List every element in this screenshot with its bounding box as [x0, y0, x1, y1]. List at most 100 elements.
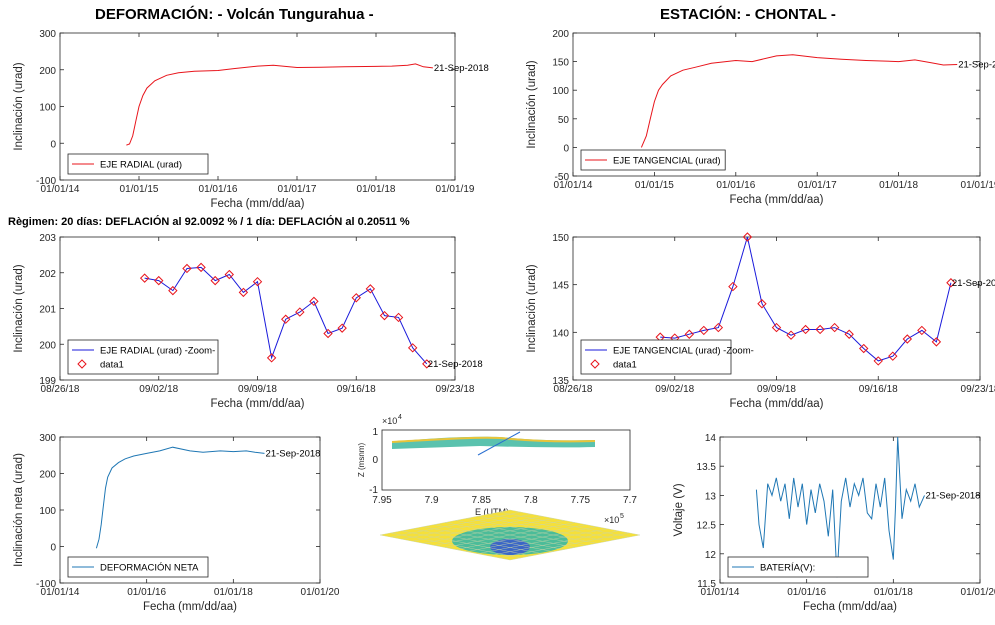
e-tick-label: 7.8: [524, 495, 538, 506]
x-tick-label: 01/01/15: [635, 180, 674, 191]
exponent-right-power: 5: [620, 513, 624, 520]
data-point: [281, 314, 291, 324]
exponent-right: ×10: [604, 515, 619, 525]
z-tick-label: -1: [369, 485, 378, 496]
chart-tangencial-full: 01/01/14 01/01/15 01/01/16 01/01/17 01/01/18…: [526, 29, 995, 206]
data-point: [699, 325, 709, 336]
legend-box: [580, 339, 732, 375]
mesh-line: [499, 511, 630, 538]
chart-bateria: 01/01/14 01/01/16 01/01/18 01/01/20 11.5 12 12…: [673, 433, 995, 613]
data-point: [266, 353, 277, 363]
y-tick-label: 150: [552, 58, 569, 69]
data-point: [742, 232, 753, 242]
x-tick-label: 01/01/16: [199, 184, 238, 195]
legend-box: [67, 556, 209, 578]
x-tick-label: 09/23/18: [961, 384, 995, 395]
data-point: [139, 273, 150, 283]
data-point: [351, 293, 361, 303]
end-date-annotation: 21-Sep-2018: [952, 278, 995, 289]
data-point: [931, 337, 942, 347]
y-tick-label: 12.5: [697, 521, 717, 532]
y-tick-label: -100: [36, 176, 56, 187]
end-date-annotation: 21-Sep-2018: [266, 448, 321, 459]
y-tick-label: 100: [552, 86, 569, 97]
y-tick-label: 12: [705, 550, 717, 561]
y-axis-label: Inclinación (urad): [13, 62, 25, 150]
chart-deformacion-neta: 01/01/14 01/01/16 01/01/18 01/01/20 -100 0 100…: [13, 433, 340, 613]
y-axis-label: Inclinación neta (urad): [13, 453, 25, 567]
y-tick-label: 100: [39, 506, 56, 517]
title-right: ESTACIÓN: - CHONTAL -: [660, 6, 836, 23]
x-tick-label: 09/02/18: [139, 384, 178, 395]
data-point: [728, 281, 738, 292]
x-tick-label: 01/01/19: [961, 180, 995, 191]
regimen-text: Règimen: 20 días: DEFLACIÓN al 92.0092 %…: [8, 216, 410, 228]
x-tick-label: 09/16/18: [859, 384, 898, 395]
x-tick-label: 01/01/20: [961, 587, 995, 598]
x-tick-label: 01/01/14: [41, 184, 80, 195]
exponent-top-power: 4: [398, 414, 402, 421]
e-tick-label: 7.9: [425, 495, 439, 506]
chart-radial-full: 01/01/14 01/01/15 01/01/16 01/01/17 01/01/18…: [13, 29, 489, 210]
z-tick-label: 0: [372, 455, 378, 466]
data-point: [154, 275, 164, 286]
data-point: [407, 343, 418, 353]
x-axis-label: Fecha (mm/dd/aa): [143, 601, 237, 613]
legend-label: EJE TANGENCIAL (urad): [613, 156, 721, 167]
e-tick-label: 7.7: [623, 495, 637, 506]
e-tick-label: 7.85: [471, 495, 491, 506]
data-point: [393, 312, 404, 323]
data-point: [365, 284, 376, 294]
x-tick-label: 01/01/16: [127, 587, 166, 598]
y-tick-label: 0: [563, 143, 569, 154]
end-date-annotation: 21-Sep-2018: [958, 59, 995, 70]
series-line: [660, 236, 952, 362]
legend-box: [580, 149, 726, 171]
x-tick-label: 09/02/18: [655, 384, 694, 395]
mesh-line: [390, 511, 521, 538]
y-tick-label: 200: [39, 470, 56, 481]
y-tick-label: 300: [39, 29, 56, 40]
data-point: [238, 287, 249, 298]
y-tick-label: 145: [552, 281, 569, 292]
legend-box: [727, 556, 869, 578]
e-tick-label: 7.95: [372, 495, 392, 506]
x-tick-label: 01/01/17: [798, 180, 837, 191]
x-tick-label: 01/01/18: [879, 180, 918, 191]
y-tick-label: 135: [552, 376, 569, 387]
x-tick-label: 01/01/15: [120, 184, 159, 195]
data-point: [771, 322, 782, 333]
data-point: [844, 329, 854, 339]
title-left: DEFORMACIÓN: - Volcán Tungurahua -: [95, 6, 374, 23]
y-tick-label: 201: [39, 305, 56, 316]
y-tick-label: 200: [552, 29, 569, 40]
data-point: [829, 322, 840, 333]
data-point: [182, 263, 192, 274]
surface-line: [477, 431, 521, 456]
legend-label: EJE TANGENCIAL (urad) -Zoom-: [613, 346, 754, 357]
legend-label: EJE RADIAL (urad) -Zoom-: [100, 346, 215, 357]
data-point: [224, 269, 234, 280]
data-point: [210, 275, 220, 286]
z-tick-label: 1: [372, 427, 378, 438]
y-axis-label: Inclinación (urad): [526, 264, 538, 352]
data-point: [902, 334, 913, 344]
z-axis-label: Z (msnm): [357, 443, 366, 478]
legend-marker: [77, 359, 87, 369]
legend-box: [67, 339, 219, 375]
data-point: [917, 325, 927, 336]
legend-marker: [590, 359, 600, 369]
x-tick-label: 01/01/16: [716, 180, 755, 191]
x-tick-label: 01/01/18: [874, 587, 913, 598]
legend-label: BATERÍA(V):: [760, 563, 815, 574]
x-tick-label: 08/26/18: [41, 384, 80, 395]
y-tick-label: -50: [555, 172, 570, 183]
y-tick-label: 300: [39, 433, 56, 444]
data-point: [757, 299, 767, 309]
chart-tangencial-zoom: 08/26/18 09/02/18 09/09/18 09/16/18 09/23/18…: [526, 232, 995, 410]
legend-label: data1: [613, 360, 637, 371]
y-tick-label: 202: [39, 269, 56, 280]
x-tick-label: 01/01/18: [214, 587, 253, 598]
data-point: [713, 322, 724, 333]
